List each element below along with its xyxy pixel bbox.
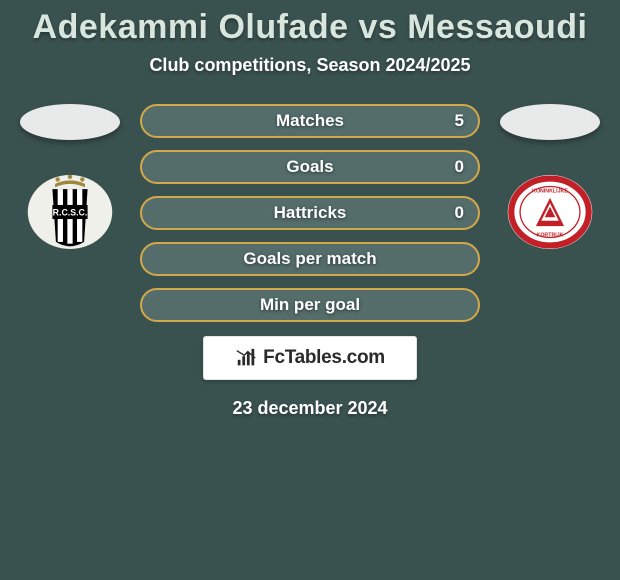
club-right-badge-svg: KONINKLIJKE KORTRIJK — [501, 168, 599, 256]
stat-right-value: 0 — [455, 203, 464, 223]
left-column: R.C.S.C. — [20, 104, 120, 256]
club-left-badge: R.C.S.C. — [21, 168, 119, 256]
bar-chart-icon — [235, 347, 257, 369]
stat-row-matches: Matches 5 — [140, 104, 480, 138]
page-title: Adekammi Olufade vs Messaoudi — [33, 8, 588, 47]
club-right-badge: KONINKLIJKE KORTRIJK — [501, 168, 599, 256]
subtitle: Club competitions, Season 2024/2025 — [149, 55, 470, 76]
stat-row-goals-per-match: Goals per match — [140, 242, 480, 276]
date-label: 23 december 2024 — [232, 398, 387, 419]
stat-label: Goals per match — [142, 249, 478, 269]
right-column: KONINKLIJKE KORTRIJK — [500, 104, 600, 256]
branding-label: FcTables.com — [263, 347, 385, 369]
comparison-card: Adekammi Olufade vs Messaoudi Club compe… — [0, 0, 620, 419]
stat-label: Min per goal — [142, 295, 478, 315]
svg-text:KONINKLIJKE: KONINKLIJKE — [532, 189, 568, 195]
club-left-badge-svg: R.C.S.C. — [21, 168, 119, 256]
stat-row-hattricks: Hattricks 0 — [140, 196, 480, 230]
stat-right-value: 0 — [455, 157, 464, 177]
stat-row-min-per-goal: Min per goal — [140, 288, 480, 322]
svg-text:R.C.S.C.: R.C.S.C. — [53, 208, 88, 218]
stat-label: Matches — [142, 111, 478, 131]
player-left-avatar — [20, 104, 120, 140]
comparison-body: R.C.S.C. Matches 5 Goals 0 Hattricks 0 — [0, 104, 620, 322]
branding-link[interactable]: FcTables.com — [203, 336, 417, 380]
stat-right-value: 5 — [455, 111, 464, 131]
svg-text:KORTRIJK: KORTRIJK — [537, 233, 564, 239]
stat-row-goals: Goals 0 — [140, 150, 480, 184]
stat-label: Goals — [142, 157, 478, 177]
player-right-avatar — [500, 104, 600, 140]
stat-label: Hattricks — [142, 203, 478, 223]
stats-list: Matches 5 Goals 0 Hattricks 0 Goals per … — [140, 104, 480, 322]
